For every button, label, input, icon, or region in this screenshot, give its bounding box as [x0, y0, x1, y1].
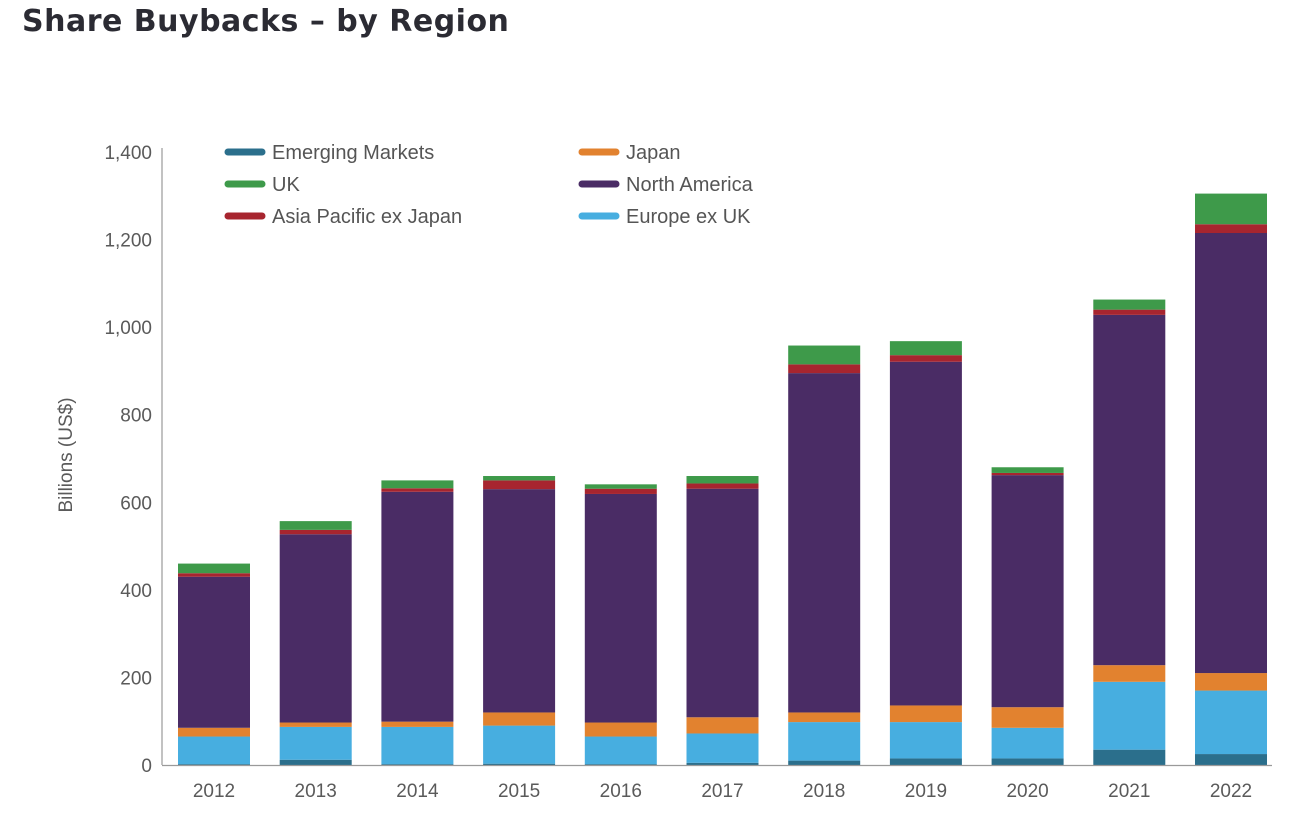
bar-asia-pacific-ex-japan-2012 [178, 573, 250, 577]
bar-uk-2022 [1195, 193, 1267, 225]
y-tick-label: 400 [120, 581, 152, 602]
bar-europe-ex-uk-2020 [991, 727, 1064, 759]
bar-asia-pacific-ex-japan-2018 [788, 364, 861, 374]
bar-uk-2016 [584, 484, 657, 489]
legend-label-asia-pacific-ex-japan: Asia Pacific ex Japan [272, 206, 462, 228]
bar-uk-2020 [991, 467, 1064, 473]
y-tick-label: 600 [120, 493, 152, 514]
chart-axes: 0 200 400 600 800 1,000 1,200 1,400 Billions (US… [56, 143, 1272, 802]
bar-japan-2019 [889, 705, 962, 723]
bar-emerging-markets-2012 [178, 764, 250, 765]
bar-asia-pacific-ex-japan-2016 [584, 488, 657, 494]
bar-asia-pacific-ex-japan-2017 [686, 483, 759, 489]
bar-europe-ex-uk-2018 [788, 722, 861, 761]
bar-uk-2021 [1093, 299, 1166, 310]
bar-japan-2022 [1195, 673, 1267, 691]
page-title: Share Buybacks – by Region [22, 4, 510, 39]
bar-emerging-markets-2021 [1093, 749, 1166, 765]
x-tick-label: 2019 [905, 781, 947, 802]
y-tick-label: 0 [141, 756, 152, 777]
bar-north-america-2013 [279, 534, 352, 723]
y-tick-label: 200 [120, 668, 152, 689]
bar-north-america-2020 [991, 475, 1064, 708]
bar-japan-2018 [788, 712, 861, 723]
bar-north-america-2016 [584, 493, 657, 723]
bar-uk-2014 [381, 480, 454, 489]
bar-emerging-markets-2019 [889, 758, 962, 765]
bar-asia-pacific-ex-japan-2021 [1093, 309, 1166, 315]
bar-japan-2017 [686, 717, 759, 734]
bar-europe-ex-uk-2012 [178, 736, 250, 765]
chart-legend: Emerging Markets Japan UK North America Asia… [224, 142, 754, 228]
bar-north-america-2019 [889, 361, 962, 706]
x-tick-label: 2015 [498, 781, 540, 802]
bar-europe-ex-uk-2017 [686, 733, 759, 763]
x-tick-label: 2012 [193, 781, 235, 802]
bar-uk-2013 [279, 521, 352, 530]
bar-japan-2014 [381, 721, 454, 727]
x-tick-label: 2014 [396, 781, 439, 802]
bar-emerging-markets-2013 [279, 759, 352, 765]
bar-emerging-markets-2014 [381, 764, 454, 765]
bar-europe-ex-uk-2021 [1093, 681, 1166, 750]
bar-emerging-markets-2020 [991, 758, 1064, 765]
bar-europe-ex-uk-2016 [584, 736, 657, 765]
bar-uk-2018 [788, 345, 861, 365]
bar-asia-pacific-ex-japan-2022 [1195, 224, 1267, 234]
bar-emerging-markets-2018 [788, 760, 861, 765]
bar-japan-2020 [991, 707, 1064, 728]
x-tick-label: 2013 [295, 781, 337, 802]
legend-label-uk: UK [272, 174, 300, 196]
y-tick-label: 1,200 [104, 231, 152, 252]
x-tick-label: 2016 [600, 781, 642, 802]
y-tick-label: 1,400 [104, 143, 152, 164]
x-tick-label: 2021 [1108, 781, 1150, 802]
bar-europe-ex-uk-2019 [889, 722, 962, 759]
bar-asia-pacific-ex-japan-2013 [279, 529, 352, 535]
bar-north-america-2015 [483, 489, 556, 713]
bar-uk-2015 [483, 476, 556, 481]
y-axis-label: Billions (US$) [56, 397, 77, 512]
y-tick-label: 800 [120, 406, 152, 427]
bar-north-america-2021 [1093, 314, 1166, 666]
bar-north-america-2012 [178, 576, 250, 728]
bar-europe-ex-uk-2013 [279, 726, 352, 760]
x-tick-label: 2017 [701, 781, 743, 802]
legend-label-north-america: North America [626, 174, 754, 196]
bar-asia-pacific-ex-japan-2020 [991, 472, 1064, 476]
bar-north-america-2017 [686, 488, 759, 718]
x-tick-label: 2020 [1006, 781, 1048, 802]
bar-europe-ex-uk-2022 [1195, 690, 1267, 755]
bar-asia-pacific-ex-japan-2015 [483, 480, 556, 490]
x-tick-label: 2018 [803, 781, 845, 802]
legend-label-europe-ex-uk: Europe ex UK [626, 206, 751, 228]
x-tick-label: 2022 [1210, 781, 1252, 802]
bar-emerging-markets-2016 [584, 764, 657, 765]
bar-emerging-markets-2017 [686, 762, 759, 765]
bar-europe-ex-uk-2014 [381, 726, 454, 765]
bar-japan-2015 [483, 712, 556, 726]
legend-label-japan: Japan [626, 142, 681, 164]
bar-japan-2021 [1093, 665, 1166, 682]
bar-asia-pacific-ex-japan-2019 [889, 355, 962, 362]
bar-uk-2017 [686, 476, 759, 484]
bar-japan-2016 [584, 722, 657, 737]
bar-north-america-2014 [381, 491, 454, 722]
bar-uk-2019 [889, 341, 962, 356]
bar-europe-ex-uk-2015 [483, 725, 556, 764]
chart-bars [178, 193, 1267, 765]
y-tick-label: 1,000 [104, 318, 152, 339]
bar-asia-pacific-ex-japan-2014 [381, 488, 454, 492]
bar-japan-2013 [279, 722, 352, 727]
bar-north-america-2022 [1195, 233, 1267, 674]
bar-emerging-markets-2022 [1195, 754, 1267, 765]
bar-north-america-2018 [788, 373, 861, 713]
bar-japan-2012 [178, 727, 250, 737]
legend-label-emerging-markets: Emerging Markets [272, 142, 434, 164]
bar-emerging-markets-2015 [483, 763, 556, 765]
bar-uk-2012 [178, 563, 250, 574]
